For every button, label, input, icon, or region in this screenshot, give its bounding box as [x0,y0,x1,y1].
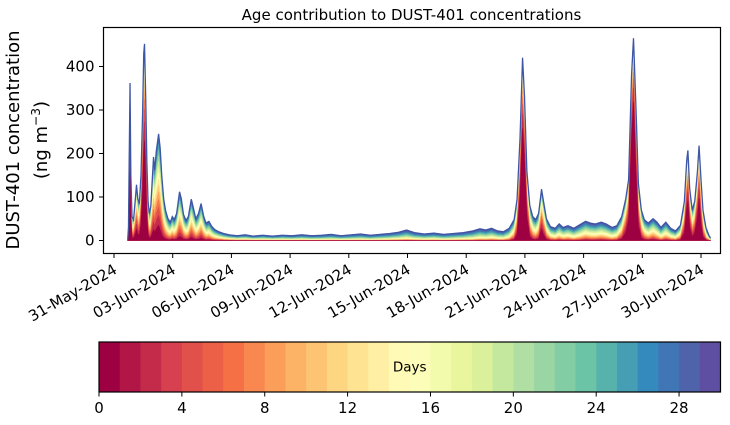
colorbar-tick-label: 4 [177,399,187,417]
colorbar-cell [492,342,514,392]
y-tick-label: 400 [66,58,95,76]
colorbar-cell [389,342,411,392]
total-concentration-line [127,38,711,240]
colorbar-cell [181,342,203,392]
y-tick-label: 300 [66,101,95,119]
colorbar-cell [430,342,452,392]
plot-frame [102,26,722,255]
colorbar-cell [451,342,473,392]
y-tick-label: 200 [66,145,95,163]
age-band-14-16-days [127,55,711,241]
chart-title: Age contribution to DUST-401 concentrati… [241,6,582,24]
colorbar-tick-label: 24 [587,399,606,417]
colorbar-cell [202,342,224,392]
age-band-20-22-days [127,46,711,241]
age-band-24-26-days [127,42,711,241]
colorbar-cell [264,342,286,392]
colorbar-cell [471,342,494,392]
colorbar-cell [616,342,639,392]
y-tick-label: 0 [85,232,95,250]
colorbar-tick-label: 20 [504,399,523,417]
age-band-0-2-days [127,102,711,241]
age-band-16-18-days [127,52,711,241]
colorbar-cell [679,342,701,392]
colorbar-cell [637,342,659,392]
colorbar-cell [368,342,390,392]
colorbar-cell [699,342,721,392]
colorbar-tick-label: 28 [670,399,689,417]
colorbar-cell [409,342,431,392]
colorbar-cell [285,342,307,392]
colorbar: 0 4 8 12 16 20 24 28 Days [94,341,722,417]
colorbar-cell [596,342,618,392]
age-band-18-20-days [127,49,711,241]
colorbar-cell [326,342,348,392]
colorbar-cell [244,342,266,392]
colorbar-tick-label: 0 [94,399,104,417]
colorbar-cell [119,342,141,392]
colorbar-tick-label: 8 [260,399,270,417]
age-band-22-24-days [127,44,711,241]
age-band-12-14-days [127,58,711,241]
age-band-10-12-days [127,62,711,241]
colorbar-cell [347,342,369,392]
colorbar-title: Days [393,360,427,376]
colorbar-cell [99,342,121,392]
colorbar-cell [658,342,680,392]
x-axis: 31-May-202403-Jun-202406-Jun-202409-Jun-… [25,253,707,325]
colorbar-cell [140,342,162,392]
age-stacked-area [127,38,711,241]
colorbar-tick-label: 16 [421,399,440,417]
colorbar-cell [306,342,328,392]
y-axis: 0 100 200 300 400 [66,58,104,250]
colorbar-cell [513,342,535,392]
colorbar-cell [575,342,597,392]
y-tick-label: 100 [66,188,95,206]
colorbar-tick-label: 12 [338,399,357,417]
colorbar-border [98,341,722,393]
colorbar-cell [161,342,183,392]
colorbar-cell [554,342,576,392]
colorbar-cell [534,342,556,392]
colorbar-cell [223,342,245,392]
